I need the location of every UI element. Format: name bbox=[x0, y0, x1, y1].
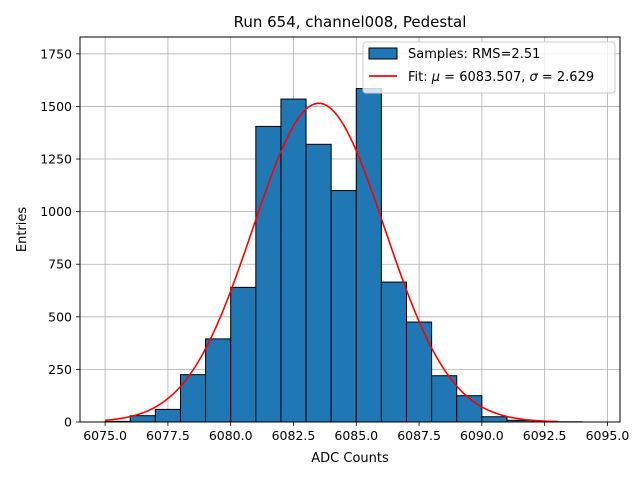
histogram-bar bbox=[330, 190, 357, 423]
histogram-bar bbox=[380, 281, 408, 423]
legend-box bbox=[362, 41, 616, 94]
x-tick-label: 6085.0 bbox=[334, 428, 378, 443]
histogram-bar bbox=[230, 286, 257, 423]
legend-swatch-histogram bbox=[368, 47, 398, 60]
histogram-bar bbox=[481, 416, 508, 423]
y-tick-label: 250 bbox=[48, 362, 72, 377]
legend: Samples: RMS=2.51 Fit: μ = 6083.507, σ =… bbox=[362, 41, 616, 94]
histogram-bars bbox=[104, 88, 583, 423]
x-axis-ticks: 6075.0 6077.5 6080.0 6082.5 6085.0 6087.5 6090… bbox=[83, 422, 629, 443]
legend-mu-value: = 6083.507, bbox=[440, 70, 529, 85]
chart-title: Run 654, channel008, Pedestal bbox=[234, 13, 467, 31]
histogram-bar bbox=[280, 98, 307, 423]
legend-label-histogram: Samples: RMS=2.51 bbox=[408, 47, 540, 62]
y-axis-ticks: 0 250 500 750 1000 1250 1500 1750 bbox=[40, 46, 80, 430]
x-tick-label: 6082.5 bbox=[272, 428, 316, 443]
histogram-bar bbox=[129, 415, 156, 423]
histogram-bar bbox=[205, 338, 232, 423]
legend-mu-symbol: μ bbox=[431, 70, 440, 85]
x-tick-label: 6087.5 bbox=[397, 428, 441, 443]
legend-label-fit: Fit: μ = 6083.507, σ = 2.629 bbox=[408, 70, 594, 85]
fit-curve-group bbox=[105, 102, 558, 423]
histogram-bar bbox=[355, 88, 382, 423]
legend-fit-prefix: Fit: bbox=[408, 70, 432, 85]
x-tick-label: 6077.5 bbox=[146, 428, 190, 443]
histogram-bar bbox=[305, 143, 332, 423]
histogram-bar bbox=[406, 321, 433, 423]
histogram-bar bbox=[154, 408, 181, 423]
legend-sigma-value: = 2.629 bbox=[538, 70, 594, 85]
y-tick-label: 1750 bbox=[40, 46, 72, 61]
plot-frame bbox=[79, 36, 621, 423]
x-tick-label: 6095.0 bbox=[586, 428, 630, 443]
y-axis-label: Entries bbox=[15, 207, 30, 253]
y-tick-label: 750 bbox=[48, 257, 72, 272]
legend-sigma-symbol: σ bbox=[530, 70, 539, 85]
x-tick-label: 6092.5 bbox=[523, 428, 567, 443]
y-tick-label: 1000 bbox=[40, 204, 72, 219]
histogram-bar bbox=[431, 375, 458, 423]
fit-curve bbox=[105, 102, 558, 423]
histogram-bar bbox=[456, 395, 483, 423]
x-axis-label: ADC Counts bbox=[311, 451, 389, 466]
histogram-bar bbox=[255, 125, 282, 423]
x-tick-label: 6075.0 bbox=[83, 428, 127, 443]
y-tick-label: 1500 bbox=[40, 99, 72, 114]
y-tick-label: 0 bbox=[64, 415, 72, 430]
x-tick-label: 6090.0 bbox=[460, 428, 504, 443]
x-tick-label: 6080.0 bbox=[209, 428, 253, 443]
y-tick-label: 1250 bbox=[40, 152, 72, 167]
y-tick-label: 500 bbox=[48, 309, 72, 324]
